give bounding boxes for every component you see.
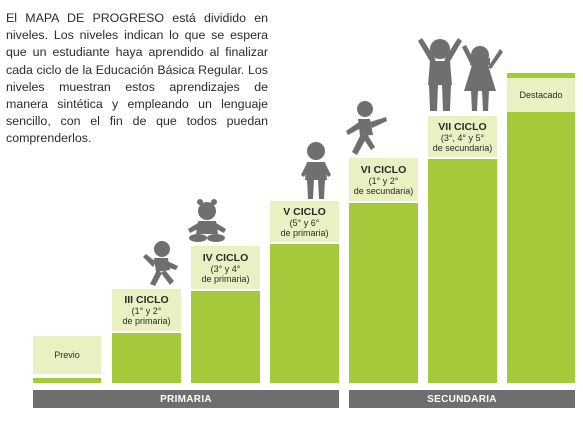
level-bar-vi-ciclo	[349, 203, 418, 383]
level-subtitle: (3°, 4° y 5° de secundaria)	[432, 132, 493, 153]
running-child-icon	[346, 101, 387, 155]
level-label-previo: Previo	[33, 336, 101, 374]
level-bar-iii-ciclo	[112, 333, 181, 383]
level-label-iv-ciclo: IV CICLO (3° y 4° de primaria)	[191, 246, 260, 289]
level-subtitle: (3° y 4° de primaria)	[201, 263, 250, 284]
sitting-baby-icon	[188, 199, 226, 242]
level-label-vi-ciclo: VI CICLO (1° y 2° de secundaria)	[349, 158, 418, 201]
level-subtitle: Destacado	[519, 90, 563, 100]
level-subtitle: (1° y 2° de primaria)	[122, 306, 171, 326]
level-title: VII CICLO	[438, 120, 487, 133]
level-title: IV CICLO	[202, 251, 249, 264]
level-label-iii-ciclo: III CICLO (1° y 2° de primaria)	[112, 289, 181, 331]
level-title: VI CICLO	[360, 163, 407, 176]
band-primaria: PRIMARIA	[33, 390, 339, 408]
crawling-baby-icon	[143, 241, 178, 286]
level-bar-v-ciclo	[270, 244, 339, 383]
cheering-children-icon	[418, 38, 503, 111]
standing-child-icon	[301, 142, 331, 199]
level-subtitle: Previo	[54, 350, 80, 360]
level-label-v-ciclo: V CICLO (5° y 6° de primaria)	[270, 201, 339, 242]
level-bar-destacado	[507, 73, 575, 383]
level-subtitle: (1° y 2° de secundaria)	[353, 175, 414, 196]
level-bar-previo	[33, 378, 101, 383]
level-label-destacado: Destacado	[507, 78, 575, 112]
level-title: III CICLO	[124, 294, 169, 306]
level-bar-iv-ciclo	[191, 291, 260, 383]
intro-paragraph: El MAPA DE PROGRESO está dividido en niv…	[6, 11, 268, 146]
level-bar-vii-ciclo	[428, 159, 497, 383]
level-title: V CICLO	[283, 205, 326, 218]
level-subtitle: (5° y 6° de primaria)	[280, 217, 329, 238]
level-label-vii-ciclo: VII CICLO (3°, 4° y 5° de secundaria)	[428, 116, 497, 157]
band-secundaria: SECUNDARIA	[349, 390, 575, 408]
